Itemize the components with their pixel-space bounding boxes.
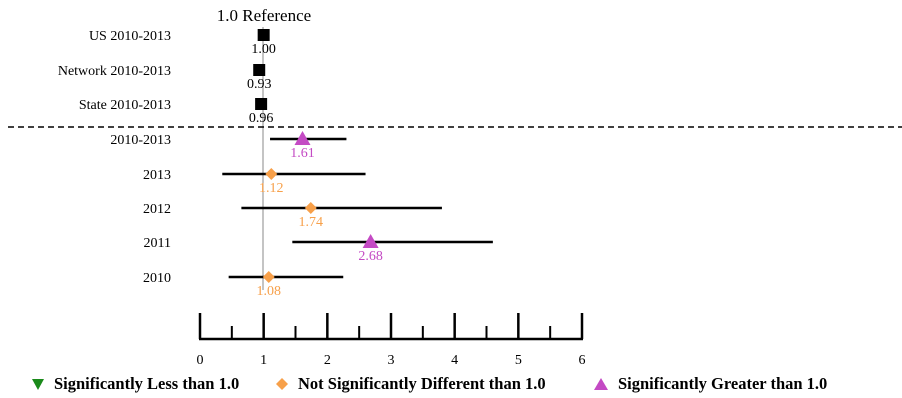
plot-row: Network 2010-2013 0.93 <box>58 64 272 92</box>
plot-row: 2012 1.74 <box>143 202 442 230</box>
value-label: 2.68 <box>358 249 383 264</box>
row-label: 2011 <box>144 236 171 251</box>
point-marker <box>362 234 379 248</box>
plot-row: State 2010-2013 0.96 <box>79 98 274 126</box>
row-label: US 2010-2013 <box>89 29 171 44</box>
legend-label-less: Significantly Less than 1.0 <box>54 374 240 393</box>
row-label: 2010 <box>143 271 171 286</box>
row-label: 2013 <box>143 168 171 183</box>
value-label: 1.61 <box>290 146 315 161</box>
diamond-icon <box>276 378 288 390</box>
plot-row: 2011 2.68 <box>144 234 493 264</box>
plot-row: 2013 1.12 <box>143 168 366 196</box>
legend-item-greater: Significantly Greater than 1.0 <box>594 374 827 394</box>
forest-plot: 1.0 Reference US 2010-2013 1.00 Network 20… <box>8 6 902 368</box>
tick-label: 4 <box>451 353 458 368</box>
tick-label: 3 <box>388 353 395 368</box>
tick-label: 2 <box>324 353 331 368</box>
point-marker <box>294 131 311 145</box>
point-marker <box>255 98 268 110</box>
value-label: 1.12 <box>259 181 284 196</box>
x-axis: 0 1 2 3 4 5 6 <box>197 313 586 368</box>
plot-row: 2010-2013 1.61 <box>110 131 347 161</box>
row-label: 2010-2013 <box>110 133 171 148</box>
plot-rows: US 2010-2013 1.00 Network 2010-2013 0.93 Sta… <box>58 29 493 299</box>
point-marker <box>265 168 278 180</box>
triangle-up-icon <box>594 378 608 390</box>
tick-label: 0 <box>197 353 204 368</box>
tick-label: 6 <box>579 353 586 368</box>
legend-label-greater: Significantly Greater than 1.0 <box>618 374 828 393</box>
value-label: 1.74 <box>299 215 324 230</box>
row-label: 2012 <box>143 202 171 217</box>
plot-row: US 2010-2013 1.00 <box>89 29 276 57</box>
value-label: 1.08 <box>257 284 282 299</box>
tick-label: 5 <box>515 353 522 368</box>
point-marker <box>304 202 317 214</box>
value-label: 0.96 <box>249 111 274 126</box>
legend-item-less: Significantly Less than 1.0 <box>32 374 239 394</box>
value-label: 1.00 <box>251 42 276 57</box>
value-label: 0.93 <box>247 77 272 92</box>
legend: Significantly Less than 1.0 Not Signific… <box>0 374 902 396</box>
point-marker <box>257 29 270 41</box>
triangle-down-icon <box>32 379 44 390</box>
legend-item-not-different: Not Significantly Different than 1.0 <box>276 374 546 394</box>
reference-label: 1.0 Reference <box>217 6 311 25</box>
point-marker <box>253 64 266 76</box>
legend-label-not-different: Not Significantly Different than 1.0 <box>298 374 546 393</box>
row-label: Network 2010-2013 <box>58 64 171 79</box>
plot-row: 2010 1.08 <box>143 271 344 299</box>
tick-label: 1 <box>260 353 267 368</box>
point-marker <box>262 271 275 283</box>
row-label: State 2010-2013 <box>79 98 171 113</box>
